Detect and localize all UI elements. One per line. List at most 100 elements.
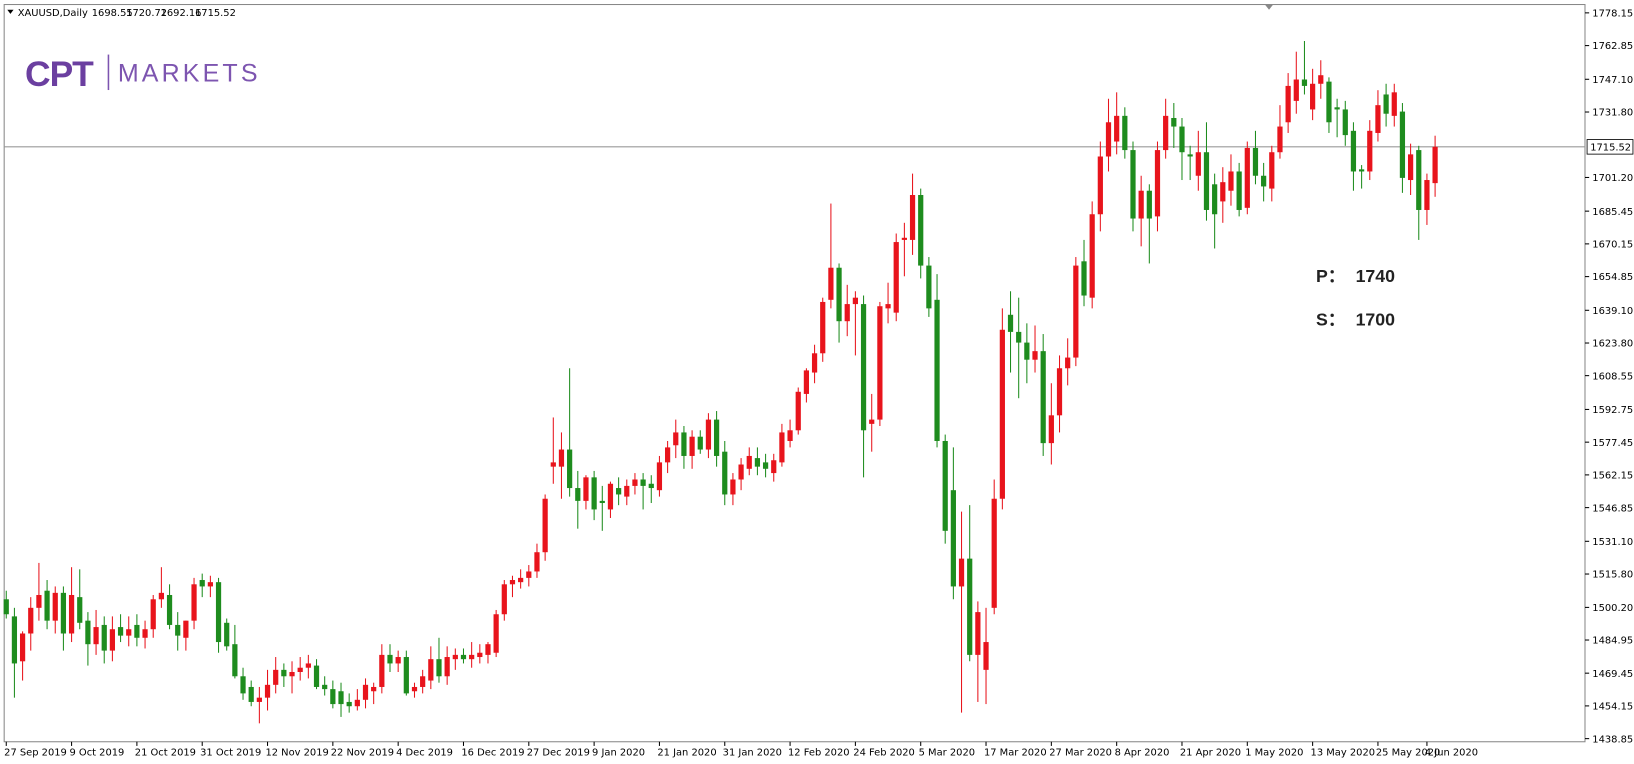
candle-body xyxy=(322,684,328,690)
candle-body xyxy=(836,267,842,322)
candle-body xyxy=(632,479,638,486)
x-tick-label: 9 Oct 2019 xyxy=(69,747,124,758)
candle-body xyxy=(1163,115,1169,151)
candle-body xyxy=(1146,190,1152,219)
candle-body xyxy=(1318,75,1324,84)
candle-body xyxy=(354,699,360,707)
candle-body xyxy=(1203,152,1210,210)
header-low: 1692.16 xyxy=(161,8,202,19)
candle-body xyxy=(1326,81,1332,123)
candle-body xyxy=(722,451,728,495)
candle-body xyxy=(346,701,352,707)
candle-body xyxy=(248,686,254,702)
candle-body xyxy=(909,195,916,240)
x-tick-label: 21 Apr 2020 xyxy=(1180,747,1241,758)
y-tick-label: 1546.85 xyxy=(1592,503,1633,514)
candle-body xyxy=(1007,314,1014,332)
candle-body xyxy=(730,479,736,495)
candle-body xyxy=(436,659,442,677)
y-tick-label: 1762.85 xyxy=(1592,41,1633,52)
candle-body xyxy=(877,306,883,420)
candle-body xyxy=(575,488,581,501)
candle-body xyxy=(28,607,34,634)
candle-body xyxy=(1081,261,1087,296)
candle-body xyxy=(1024,342,1030,360)
candle-body xyxy=(509,580,516,585)
y-tick-label: 1438.85 xyxy=(1592,734,1633,745)
candle-body xyxy=(811,353,818,373)
candles xyxy=(3,40,1438,724)
candle-body xyxy=(1261,175,1267,187)
candle-body xyxy=(1187,154,1193,157)
y-tick-label: 1484.95 xyxy=(1592,636,1633,647)
candle-body xyxy=(117,627,124,636)
candle-body xyxy=(158,592,164,600)
candle-body xyxy=(1301,79,1308,86)
header-high: 1720.72 xyxy=(126,8,167,19)
x-tick-label: 27 Mar 2020 xyxy=(1049,747,1112,758)
candle-body xyxy=(787,430,793,441)
candle-body xyxy=(1105,122,1112,157)
candle-body xyxy=(828,267,834,300)
candle-body xyxy=(616,488,622,495)
candle-body xyxy=(387,654,393,664)
y-tick-label: 1670.15 xyxy=(1592,240,1633,251)
candle-body xyxy=(885,304,891,309)
candle-body xyxy=(183,620,189,638)
candle-body xyxy=(844,304,850,322)
candle-body xyxy=(1252,147,1259,176)
candle-body xyxy=(901,237,907,240)
candle-body xyxy=(313,665,320,687)
candle-body xyxy=(607,483,614,510)
x-tick-label: 12 Feb 2020 xyxy=(788,747,850,758)
candle-body xyxy=(411,686,418,692)
candle-body xyxy=(1048,415,1054,444)
x-tick-label: 21 Oct 2019 xyxy=(135,747,196,758)
header-close: 1715.52 xyxy=(195,8,236,19)
candle-body xyxy=(967,558,973,655)
x-tick-label: 4 Jun 2020 xyxy=(1425,747,1478,758)
candle-body xyxy=(795,391,801,431)
shift-marker xyxy=(1264,4,1274,10)
x-tick-label: 8 Apr 2020 xyxy=(1115,747,1170,758)
candle-body xyxy=(1367,130,1373,172)
candle-body xyxy=(1228,171,1234,191)
candle-body xyxy=(126,629,132,636)
candle-body xyxy=(738,464,744,480)
candle-body xyxy=(1359,169,1365,172)
candle-body xyxy=(403,657,409,694)
candle-body xyxy=(469,654,475,660)
y-tick-label: 1592.75 xyxy=(1592,405,1633,416)
y-tick-label: 1608.55 xyxy=(1592,371,1633,382)
y-tick-label: 1531.10 xyxy=(1592,537,1633,548)
candle-body xyxy=(289,671,295,677)
candle-body xyxy=(1277,126,1283,153)
candle-body xyxy=(1383,94,1389,114)
candle-body xyxy=(1171,117,1177,127)
candle-body xyxy=(191,584,197,621)
candle-body xyxy=(942,440,948,531)
candle-body xyxy=(1416,150,1422,210)
header-arrow xyxy=(7,9,14,14)
candle-body xyxy=(1342,109,1348,136)
candle-body xyxy=(11,616,18,664)
candle-body xyxy=(664,447,671,463)
candle-body xyxy=(640,479,646,486)
candle-body xyxy=(1097,156,1103,215)
candle-body xyxy=(762,462,769,469)
candle-body xyxy=(713,419,720,456)
candle-body xyxy=(273,669,279,685)
y-tick-label: 1562.15 xyxy=(1592,471,1633,482)
candle-body xyxy=(746,455,752,469)
candle-body xyxy=(1212,184,1218,215)
candle-body xyxy=(1065,357,1071,369)
x-tick-label: 9 Jan 2020 xyxy=(592,747,645,758)
candle-body xyxy=(428,659,434,681)
candle-body xyxy=(983,642,989,670)
candle-body xyxy=(975,612,981,655)
candle-body xyxy=(338,691,344,705)
candle-body xyxy=(567,449,573,489)
candle-body xyxy=(3,599,9,615)
y-tick-label: 1731.80 xyxy=(1592,108,1633,119)
logo-mark: CPT xyxy=(25,54,94,94)
